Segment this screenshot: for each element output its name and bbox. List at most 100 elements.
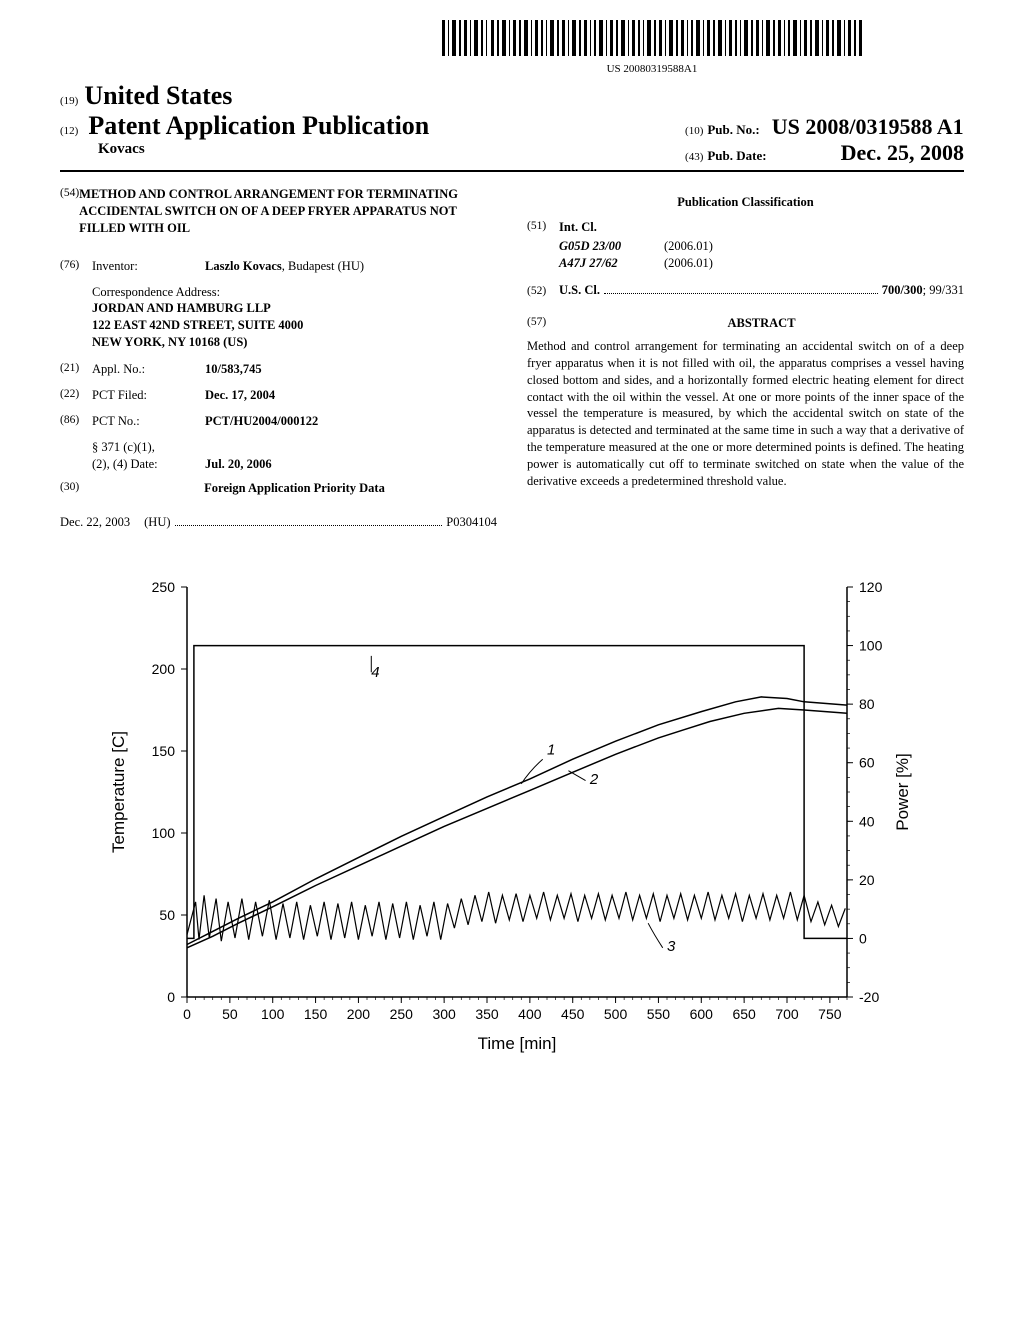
header: (19) United States (12) Patent Applicati…: [60, 81, 964, 172]
pct-no-label: PCT No.:: [92, 413, 205, 430]
uscl-rest: ; 99/331: [923, 283, 964, 297]
body-columns: (54) METHOD AND CONTROL ARRANGEMENT FOR …: [60, 186, 964, 539]
code-43: (43): [685, 151, 703, 163]
correspondence-line1: JORDAN AND HAMBURG LLP: [92, 300, 497, 317]
pct-filed: Dec. 17, 2004: [205, 387, 275, 404]
svg-text:4: 4: [371, 664, 379, 681]
inventor-name: Laszlo Kovacs: [205, 259, 282, 273]
svg-text:500: 500: [604, 1006, 628, 1022]
code-22: (22): [60, 387, 92, 404]
pub-no-label: Pub. No.:: [707, 122, 759, 137]
intcl1-year: (2006.01): [664, 238, 713, 255]
intcl1-code: G05D 23/00: [559, 238, 664, 255]
appl-no-label: Appl. No.:: [92, 361, 205, 378]
svg-text:3: 3: [667, 938, 676, 955]
left-column: (54) METHOD AND CONTROL ARRANGEMENT FOR …: [60, 186, 497, 539]
appl-no: 10/583,745: [205, 361, 262, 378]
priority-number: P0304104: [446, 514, 497, 531]
code-52: (52): [527, 284, 559, 300]
svg-text:150: 150: [304, 1006, 328, 1022]
svg-text:400: 400: [518, 1006, 542, 1022]
svg-text:750: 750: [818, 1006, 842, 1022]
code-12: (12): [60, 125, 78, 137]
svg-text:200: 200: [152, 661, 176, 677]
dots-icon: [604, 293, 878, 294]
s371-date: Jul. 20, 2006: [205, 456, 272, 473]
chart: 0501001502002503003504004505005506006507…: [60, 567, 964, 1072]
inventor-value: Laszlo Kovacs, Budapest (HU): [205, 258, 364, 275]
svg-text:2: 2: [589, 771, 599, 788]
svg-text:100: 100: [859, 638, 883, 654]
barcode-block: US 20080319588A1: [340, 20, 964, 75]
svg-text:100: 100: [261, 1006, 285, 1022]
svg-text:350: 350: [475, 1006, 499, 1022]
s371-line1: § 371 (c)(1),: [92, 439, 497, 456]
code-51: (51): [527, 219, 559, 236]
svg-text:100: 100: [152, 825, 176, 841]
svg-text:200: 200: [347, 1006, 371, 1022]
svg-text:Power [%]: Power [%]: [893, 753, 912, 830]
svg-text:650: 650: [732, 1006, 756, 1022]
uscl-row: (52) U.S. Cl. 700/300; 99/331: [527, 282, 964, 300]
barcode-text: US 20080319588A1: [340, 63, 964, 75]
svg-text:Time [min]: Time [min]: [478, 1034, 557, 1053]
code-54: (54): [60, 186, 79, 249]
inventor-label: Inventor:: [92, 258, 205, 275]
s371-date-label: (2), (4) Date:: [92, 456, 205, 473]
intcl2-code: A47J 27/62: [559, 255, 664, 272]
svg-text:-20: -20: [859, 989, 879, 1005]
abstract-text: Method and control arrangement for termi…: [527, 338, 964, 490]
svg-text:Temperature [C]: Temperature [C]: [109, 731, 128, 853]
pub-date-label: Pub. Date:: [707, 148, 766, 163]
svg-text:250: 250: [152, 579, 176, 595]
correspondence-block: Correspondence Address: JORDAN AND HAMBU…: [92, 284, 497, 352]
priority-date: Dec. 22, 2003: [60, 514, 130, 531]
svg-text:50: 50: [159, 907, 175, 923]
svg-text:60: 60: [859, 755, 875, 771]
svg-text:120: 120: [859, 579, 883, 595]
intcl-entry-2: A47J 27/62 (2006.01): [559, 255, 964, 272]
invention-title: METHOD AND CONTROL ARRANGEMENT FOR TERMI…: [79, 186, 497, 237]
inventor-location: , Budapest (HU): [282, 259, 364, 273]
svg-text:150: 150: [152, 743, 176, 759]
dots-icon: [175, 525, 443, 526]
correspondence-line2: 122 EAST 42ND STREET, SUITE 4000: [92, 317, 497, 334]
correspondence-label: Correspondence Address:: [92, 284, 497, 301]
svg-text:0: 0: [183, 1006, 191, 1022]
pub-date: Dec. 25, 2008: [841, 140, 964, 165]
svg-text:550: 550: [647, 1006, 671, 1022]
code-30: (30): [60, 480, 92, 505]
code-19: (19): [60, 95, 78, 107]
intcl2-year: (2006.01): [664, 255, 713, 272]
svg-text:600: 600: [690, 1006, 714, 1022]
svg-text:80: 80: [859, 696, 875, 712]
abstract-label: ABSTRACT: [559, 315, 964, 332]
svg-text:700: 700: [775, 1006, 799, 1022]
code-86: (86): [60, 413, 92, 430]
code-10: (10): [685, 125, 703, 137]
right-column: Publication Classification (51) Int. Cl.…: [527, 186, 964, 539]
svg-text:0: 0: [167, 989, 175, 1005]
svg-text:40: 40: [859, 813, 875, 829]
svg-text:1: 1: [547, 741, 555, 758]
publication-title: Patent Application Publication: [88, 111, 429, 140]
uscl-label: U.S. Cl.: [559, 282, 600, 299]
country: United States: [84, 81, 232, 111]
author: Kovacs: [98, 141, 429, 158]
svg-text:450: 450: [561, 1006, 585, 1022]
uscl-main: 700/300: [882, 283, 923, 297]
intcl-entry-1: G05D 23/00 (2006.01): [559, 238, 964, 255]
svg-text:300: 300: [432, 1006, 456, 1022]
code-76: (76): [60, 258, 92, 275]
pub-no: US 2008/0319588 A1: [772, 114, 964, 139]
s371-block: § 371 (c)(1), (2), (4) Date: Jul. 20, 20…: [92, 439, 497, 473]
svg-text:50: 50: [222, 1006, 238, 1022]
priority-row: Dec. 22, 2003 (HU) P0304104: [60, 514, 497, 531]
classification-heading: Publication Classification: [527, 194, 964, 211]
svg-text:20: 20: [859, 872, 875, 888]
chart-svg: 0501001502002503003504004505005506006507…: [102, 567, 922, 1067]
pct-filed-label: PCT Filed:: [92, 387, 205, 404]
pct-no: PCT/HU2004/000122: [205, 413, 318, 430]
code-21: (21): [60, 361, 92, 378]
svg-text:0: 0: [859, 931, 867, 947]
